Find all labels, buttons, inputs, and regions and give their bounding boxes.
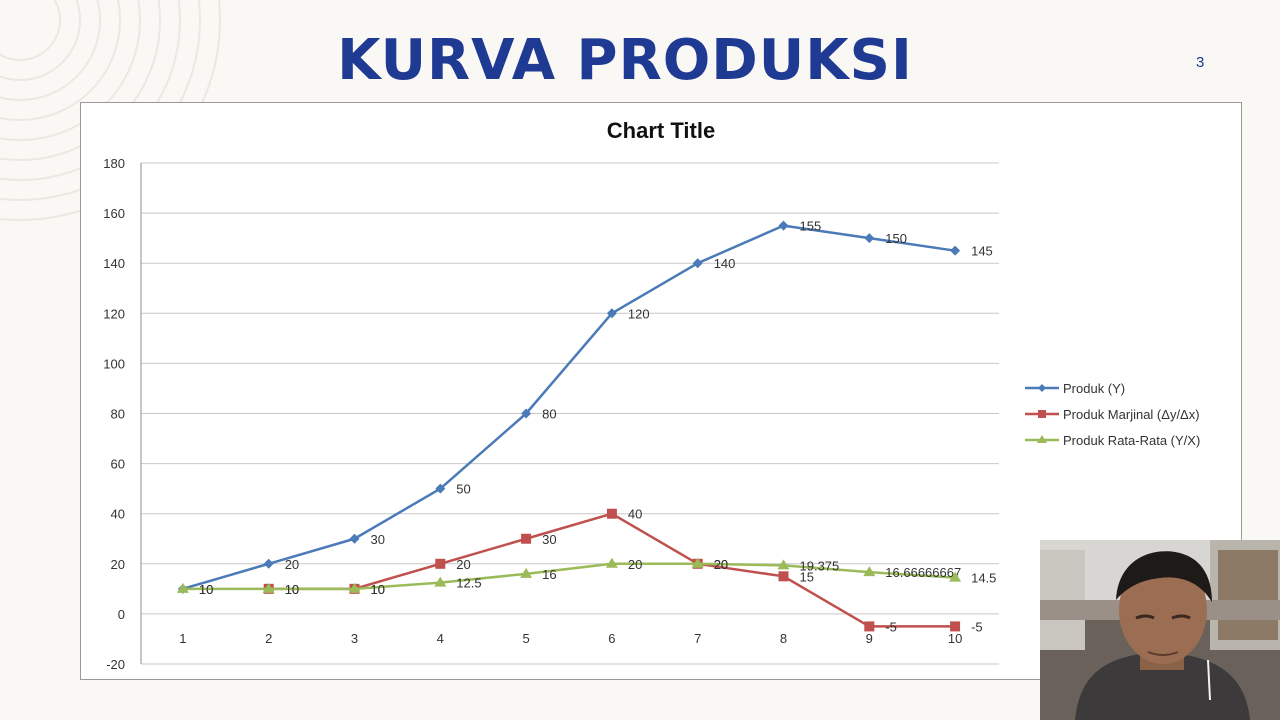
legend-marker [1038,410,1046,418]
y-tick-label: 60 [111,457,125,472]
data-point [606,508,617,519]
data-point [691,557,704,568]
data-point [949,571,962,582]
series-line [182,562,956,591]
page-number: 3 [1196,54,1205,71]
data-label: 20 [714,557,728,572]
y-tick-label: 80 [111,407,125,422]
data-label: 20 [285,557,299,572]
x-tick-label: 5 [522,631,529,646]
data-label: 150 [885,231,907,246]
data-label: 120 [628,306,650,321]
data-label: 30 [371,532,385,547]
data-point [950,621,961,632]
data-point [605,557,618,568]
data-label: 16.66666667 [885,565,961,580]
data-label: 10 [371,582,385,597]
decorative-arcs [0,0,221,221]
legend-entry: Produk Marjinal (Δy/Δx) [1063,407,1200,422]
data-label: -5 [885,619,897,634]
data-point [863,566,876,577]
y-tick-label: 160 [103,206,125,221]
x-tick-label: 4 [437,631,444,646]
y-tick-label: 0 [118,607,125,622]
data-label: -5 [971,619,983,634]
data-label: 140 [714,256,736,271]
y-tick-label: 20 [111,557,125,572]
x-tick-label: 9 [866,631,873,646]
x-tick-label: 3 [351,631,358,646]
data-label: 15 [800,569,814,584]
x-tick-label: 6 [608,631,615,646]
data-point [777,559,790,570]
legend-marker [1037,435,1047,443]
data-label: 14.5 [971,571,996,586]
data-point [435,558,446,569]
x-tick-label: 2 [265,631,272,646]
data-point [778,220,789,231]
data-label: 50 [456,482,470,497]
x-tick-label: 1 [179,631,186,646]
data-point [349,533,360,544]
data-point [606,308,617,319]
data-label: 155 [800,219,822,234]
y-tick-label: 120 [103,306,125,321]
chart-title: Chart Title [607,118,715,143]
y-tick-label: 40 [111,507,125,522]
webcam-overlay [1040,540,1280,720]
data-point [521,533,532,544]
data-point [262,582,275,593]
data-point [434,576,447,587]
data-label: 40 [628,507,642,522]
series-line [182,224,956,591]
data-label: 10 [199,582,213,597]
slide-title: KURVA PRODUKSI [337,28,913,93]
data-point [348,582,361,593]
data-point [950,245,961,256]
legend-marker [1038,384,1046,392]
data-point [263,558,274,569]
legend-entry: Produk Rata-Rata (Y/X) [1063,433,1200,448]
y-tick-label: 140 [103,256,125,271]
data-label: 10 [371,582,385,597]
data-point [520,567,533,578]
data-label: 20 [628,557,642,572]
data-point [435,483,446,494]
data-point [864,233,875,244]
x-tick-label: 7 [694,631,701,646]
data-point [692,258,703,269]
data-label: 30 [542,532,556,547]
y-tick-label: -20 [106,657,125,672]
x-tick-label: 8 [780,631,787,646]
y-tick-label: 180 [103,156,125,171]
data-label: 16 [542,567,556,582]
data-label: 10 [285,582,299,597]
data-point [176,582,189,593]
data-point [778,571,789,582]
data-point [521,408,532,419]
webcam-video-frame [1040,540,1280,720]
data-label: 12.5 [456,576,481,591]
y-tick-label: 100 [103,356,125,371]
data-label: 19.375 [800,558,840,573]
data-label: 145 [971,244,993,259]
legend-entry: Produk (Y) [1063,381,1125,396]
data-label: 20 [456,557,470,572]
data-label: 80 [542,407,556,422]
x-tick-label: 10 [948,631,962,646]
data-point [864,621,875,632]
